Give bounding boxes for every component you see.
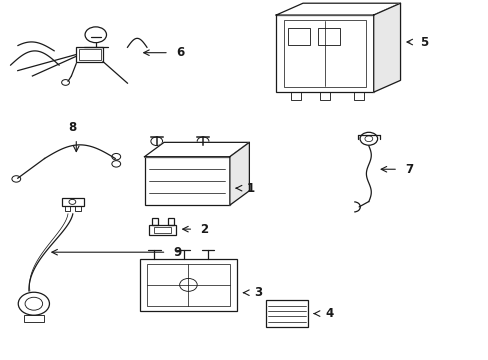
Bar [64,206,70,211]
Bar [276,15,373,92]
Text: 2: 2 [200,222,208,236]
Bar [61,198,83,206]
Text: 4: 4 [325,307,332,320]
Bar [317,28,339,45]
Polygon shape [373,3,400,92]
Bar [24,315,43,321]
Bar [288,28,310,45]
Text: 8: 8 [69,121,77,134]
Bar [290,92,300,100]
Bar [283,21,366,87]
Bar [147,264,229,306]
Bar [154,227,171,233]
Bar [353,92,363,100]
Text: 5: 5 [419,36,427,49]
Bar [76,47,103,62]
Text: 7: 7 [405,163,413,176]
Bar [266,300,307,327]
Polygon shape [276,3,400,15]
Bar [140,259,237,311]
Text: 6: 6 [176,46,184,59]
Bar [144,157,229,205]
Bar [152,219,158,225]
Bar [167,219,173,225]
Text: 1: 1 [246,182,255,195]
Polygon shape [229,142,249,205]
Text: 9: 9 [173,246,182,259]
Polygon shape [144,142,249,157]
Bar [149,225,176,235]
Bar [79,49,101,60]
Bar [320,92,329,100]
Text: 3: 3 [254,286,262,299]
Bar [75,206,81,211]
